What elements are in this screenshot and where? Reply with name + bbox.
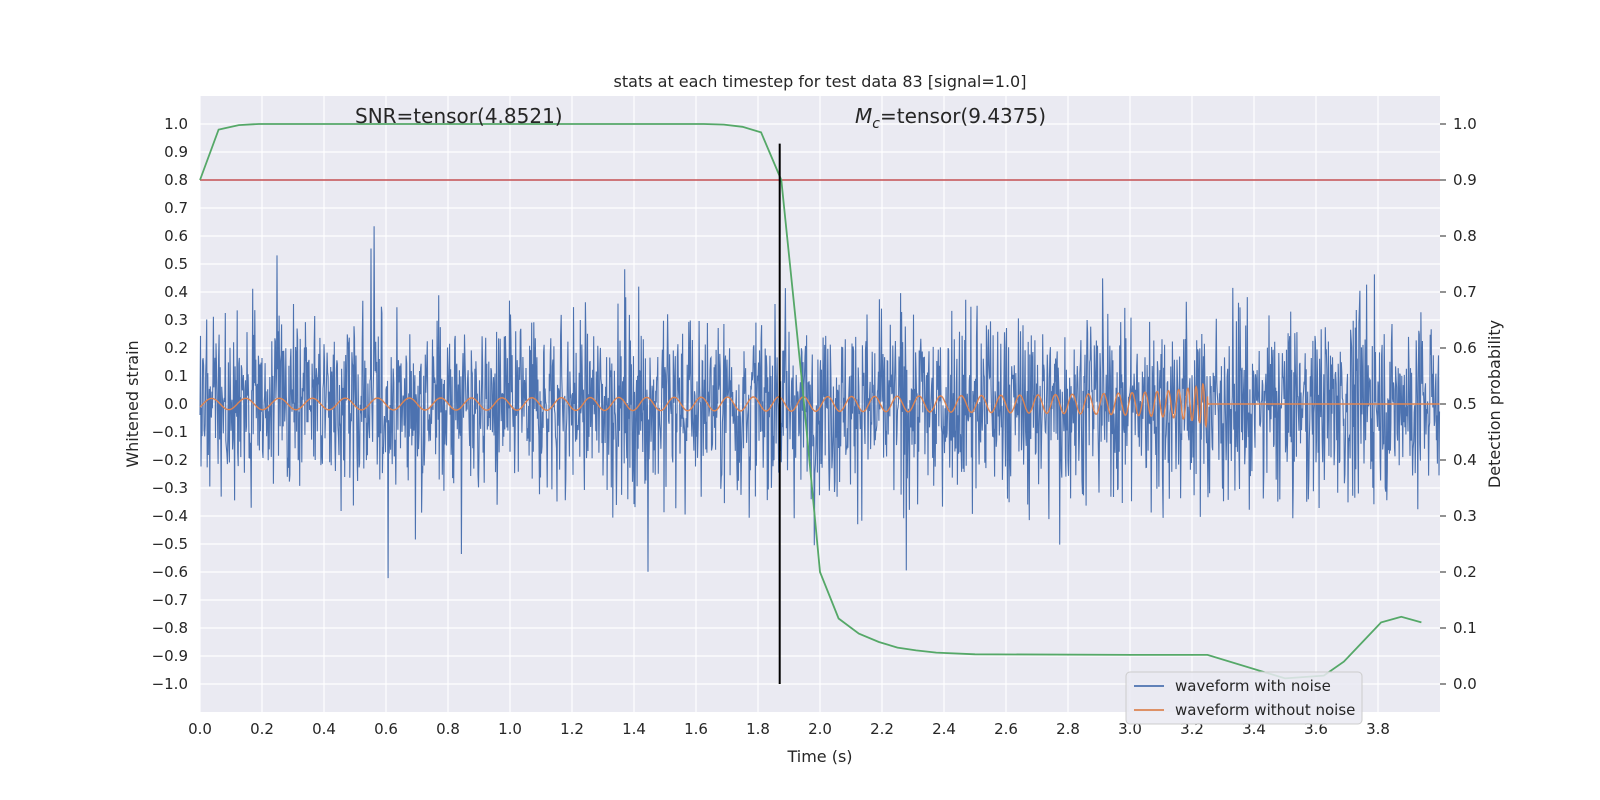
noise-series [199, 226, 1441, 579]
y2-tick-label: 0.2 [1453, 563, 1477, 581]
y2-tick-label: 0.9 [1453, 171, 1477, 189]
y-tick-label: 0.7 [164, 199, 188, 217]
x-tick-label: 0.6 [374, 720, 398, 738]
legend: waveform with noise waveform without noi… [1125, 671, 1363, 725]
y-tick-label: −0.9 [152, 647, 188, 665]
y-tick-label: 0.3 [164, 311, 188, 329]
y2-tick-label: 0.6 [1453, 339, 1477, 357]
y-tick-label: −0.5 [152, 535, 188, 553]
x-tick-label: 1.0 [498, 720, 522, 738]
snr-annotation: SNR=tensor(4.8521) [355, 104, 563, 128]
chirp-mass-subscript: c [872, 116, 880, 132]
y-tick-label: 0.9 [164, 143, 188, 161]
x-tick-label: 1.4 [622, 720, 646, 738]
chirp-waveform [199, 382, 1440, 429]
y-tick-label: 0.8 [164, 171, 188, 189]
y2-tick-label: 0.8 [1453, 227, 1477, 245]
y-tick-label: 0.4 [164, 283, 188, 301]
y2-tick-label: 0.5 [1453, 395, 1477, 413]
x-tick-label: 1.6 [684, 720, 708, 738]
x-tick-label: 2.2 [870, 720, 894, 738]
chirp-mass-value: =tensor(9.4375) [880, 104, 1046, 128]
y2-tick-label: 0.7 [1453, 283, 1477, 301]
y-tick-label: 0.1 [164, 367, 188, 385]
x-tick-label: 2.4 [932, 720, 956, 738]
y2-tick-label: 0.3 [1453, 507, 1477, 525]
x-axis-ticks: 0.0 0.2 0.4 0.6 0.8 1.0 1.2 1.4 1.6 1.8 2.0 2.2 2.4 2… [188, 720, 1390, 738]
legend-label-clean: waveform without noise [1175, 701, 1355, 719]
y2-tick-label: 0.4 [1453, 451, 1477, 469]
y2-tick-label: 0.0 [1453, 675, 1477, 693]
y-tick-label: 1.0 [164, 115, 188, 133]
y-tick-label: −0.2 [152, 451, 188, 469]
y-tick-label: −0.4 [152, 507, 188, 525]
grid [199, 96, 1440, 712]
x-tick-label: 0.8 [436, 720, 460, 738]
chirp-series [199, 382, 1440, 429]
y-tick-label: 0.5 [164, 255, 188, 273]
y-tick-label: −0.3 [152, 479, 188, 497]
legend-label-noise: waveform with noise [1175, 677, 1331, 695]
y-axis-label: Whitened strain [123, 340, 142, 467]
x-tick-label: 2.8 [1056, 720, 1080, 738]
x-tick-label: 0.0 [188, 720, 212, 738]
y-tick-label: −0.8 [152, 619, 188, 637]
y2-tick-label: 1.0 [1453, 115, 1477, 133]
y-tick-label: −0.1 [152, 423, 188, 441]
x-tick-label: 3.8 [1366, 720, 1390, 738]
y2-tick-label: 0.1 [1453, 619, 1477, 637]
y-axis-ticks: 1.0 0.9 0.8 0.7 0.6 0.5 0.4 0.3 0.2 0.1 0.0 −0.1 −0.… [152, 115, 188, 693]
x-tick-label: 2.0 [808, 720, 832, 738]
x-tick-label: 2.6 [994, 720, 1018, 738]
x-axis-label: Time (s) [786, 747, 852, 766]
chart-title: stats at each timestep for test data 83 … [614, 72, 1027, 91]
chirp-mass-annotation: Mc=tensor(9.4375) [855, 104, 1046, 132]
x-tick-label: 0.4 [312, 720, 336, 738]
y-tick-label: 0.2 [164, 339, 188, 357]
y-tick-label: −1.0 [152, 675, 188, 693]
x-tick-label: 1.2 [560, 720, 584, 738]
legend-box [1125, 671, 1363, 725]
x-tick-label: 1.8 [746, 720, 770, 738]
noise-waveform [199, 226, 1441, 579]
x-tick-label: 0.2 [250, 720, 274, 738]
y-tick-label: 0.6 [164, 227, 188, 245]
y-tick-label: 0.0 [164, 395, 188, 413]
y2-axis-label: Detection probability [1485, 320, 1504, 488]
chirp-mass-symbol: M [855, 104, 872, 128]
probability-line [199, 123, 1422, 680]
y-tick-label: −0.6 [152, 563, 188, 581]
y-tick-label: −0.7 [152, 591, 188, 609]
y2-axis-ticks: 1.0 0.9 0.8 0.7 0.6 0.5 0.4 0.3 0.2 0.1 0.0 [1440, 115, 1477, 693]
